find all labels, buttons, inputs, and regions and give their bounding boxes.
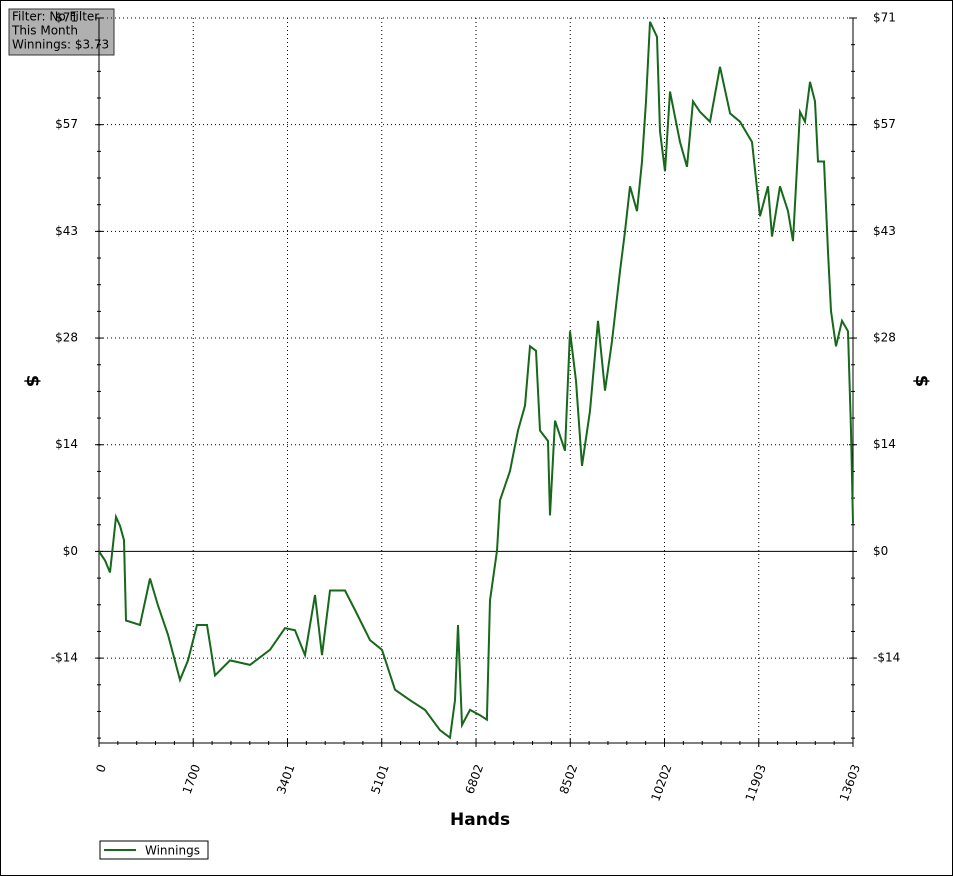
legend-box <box>99 840 209 860</box>
annotation-line: Filter: No Filter <box>12 10 99 24</box>
annotation-line: Winnings: $3.73 <box>12 38 109 52</box>
y-tick-label: -$14 <box>51 651 78 665</box>
y2-tick-label: $28 <box>873 331 896 345</box>
legend-label: Winnings <box>145 844 200 858</box>
y-tick-label: $28 <box>55 331 78 345</box>
y-tick-label: $57 <box>55 117 78 131</box>
y2-tick-label: $57 <box>873 117 896 131</box>
annotation-bg <box>8 8 115 56</box>
y2-tick-label: $0 <box>873 544 888 558</box>
y-tick-label: $0 <box>63 544 78 558</box>
y-tick-label: $14 <box>55 437 78 451</box>
x-axis-label: Hands <box>450 810 510 830</box>
annotation-line: This Month <box>11 24 78 38</box>
annotation-box: Filter: No Filter This Month Winnings: $… <box>8 8 115 56</box>
series-line <box>98 21 854 740</box>
x-tick-label: 0 <box>93 762 109 774</box>
y2-axis-label: $ <box>911 375 932 388</box>
y2-tick-label: $14 <box>873 437 896 451</box>
y2-tick-label: $43 <box>873 224 896 238</box>
y-tick-label: $71 <box>55 11 78 25</box>
y2-tick-label: -$14 <box>873 651 900 665</box>
y-tick-label: $43 <box>55 224 78 238</box>
y-axis-label: $ <box>22 375 43 388</box>
y2-tick-label: $71 <box>873 11 896 25</box>
